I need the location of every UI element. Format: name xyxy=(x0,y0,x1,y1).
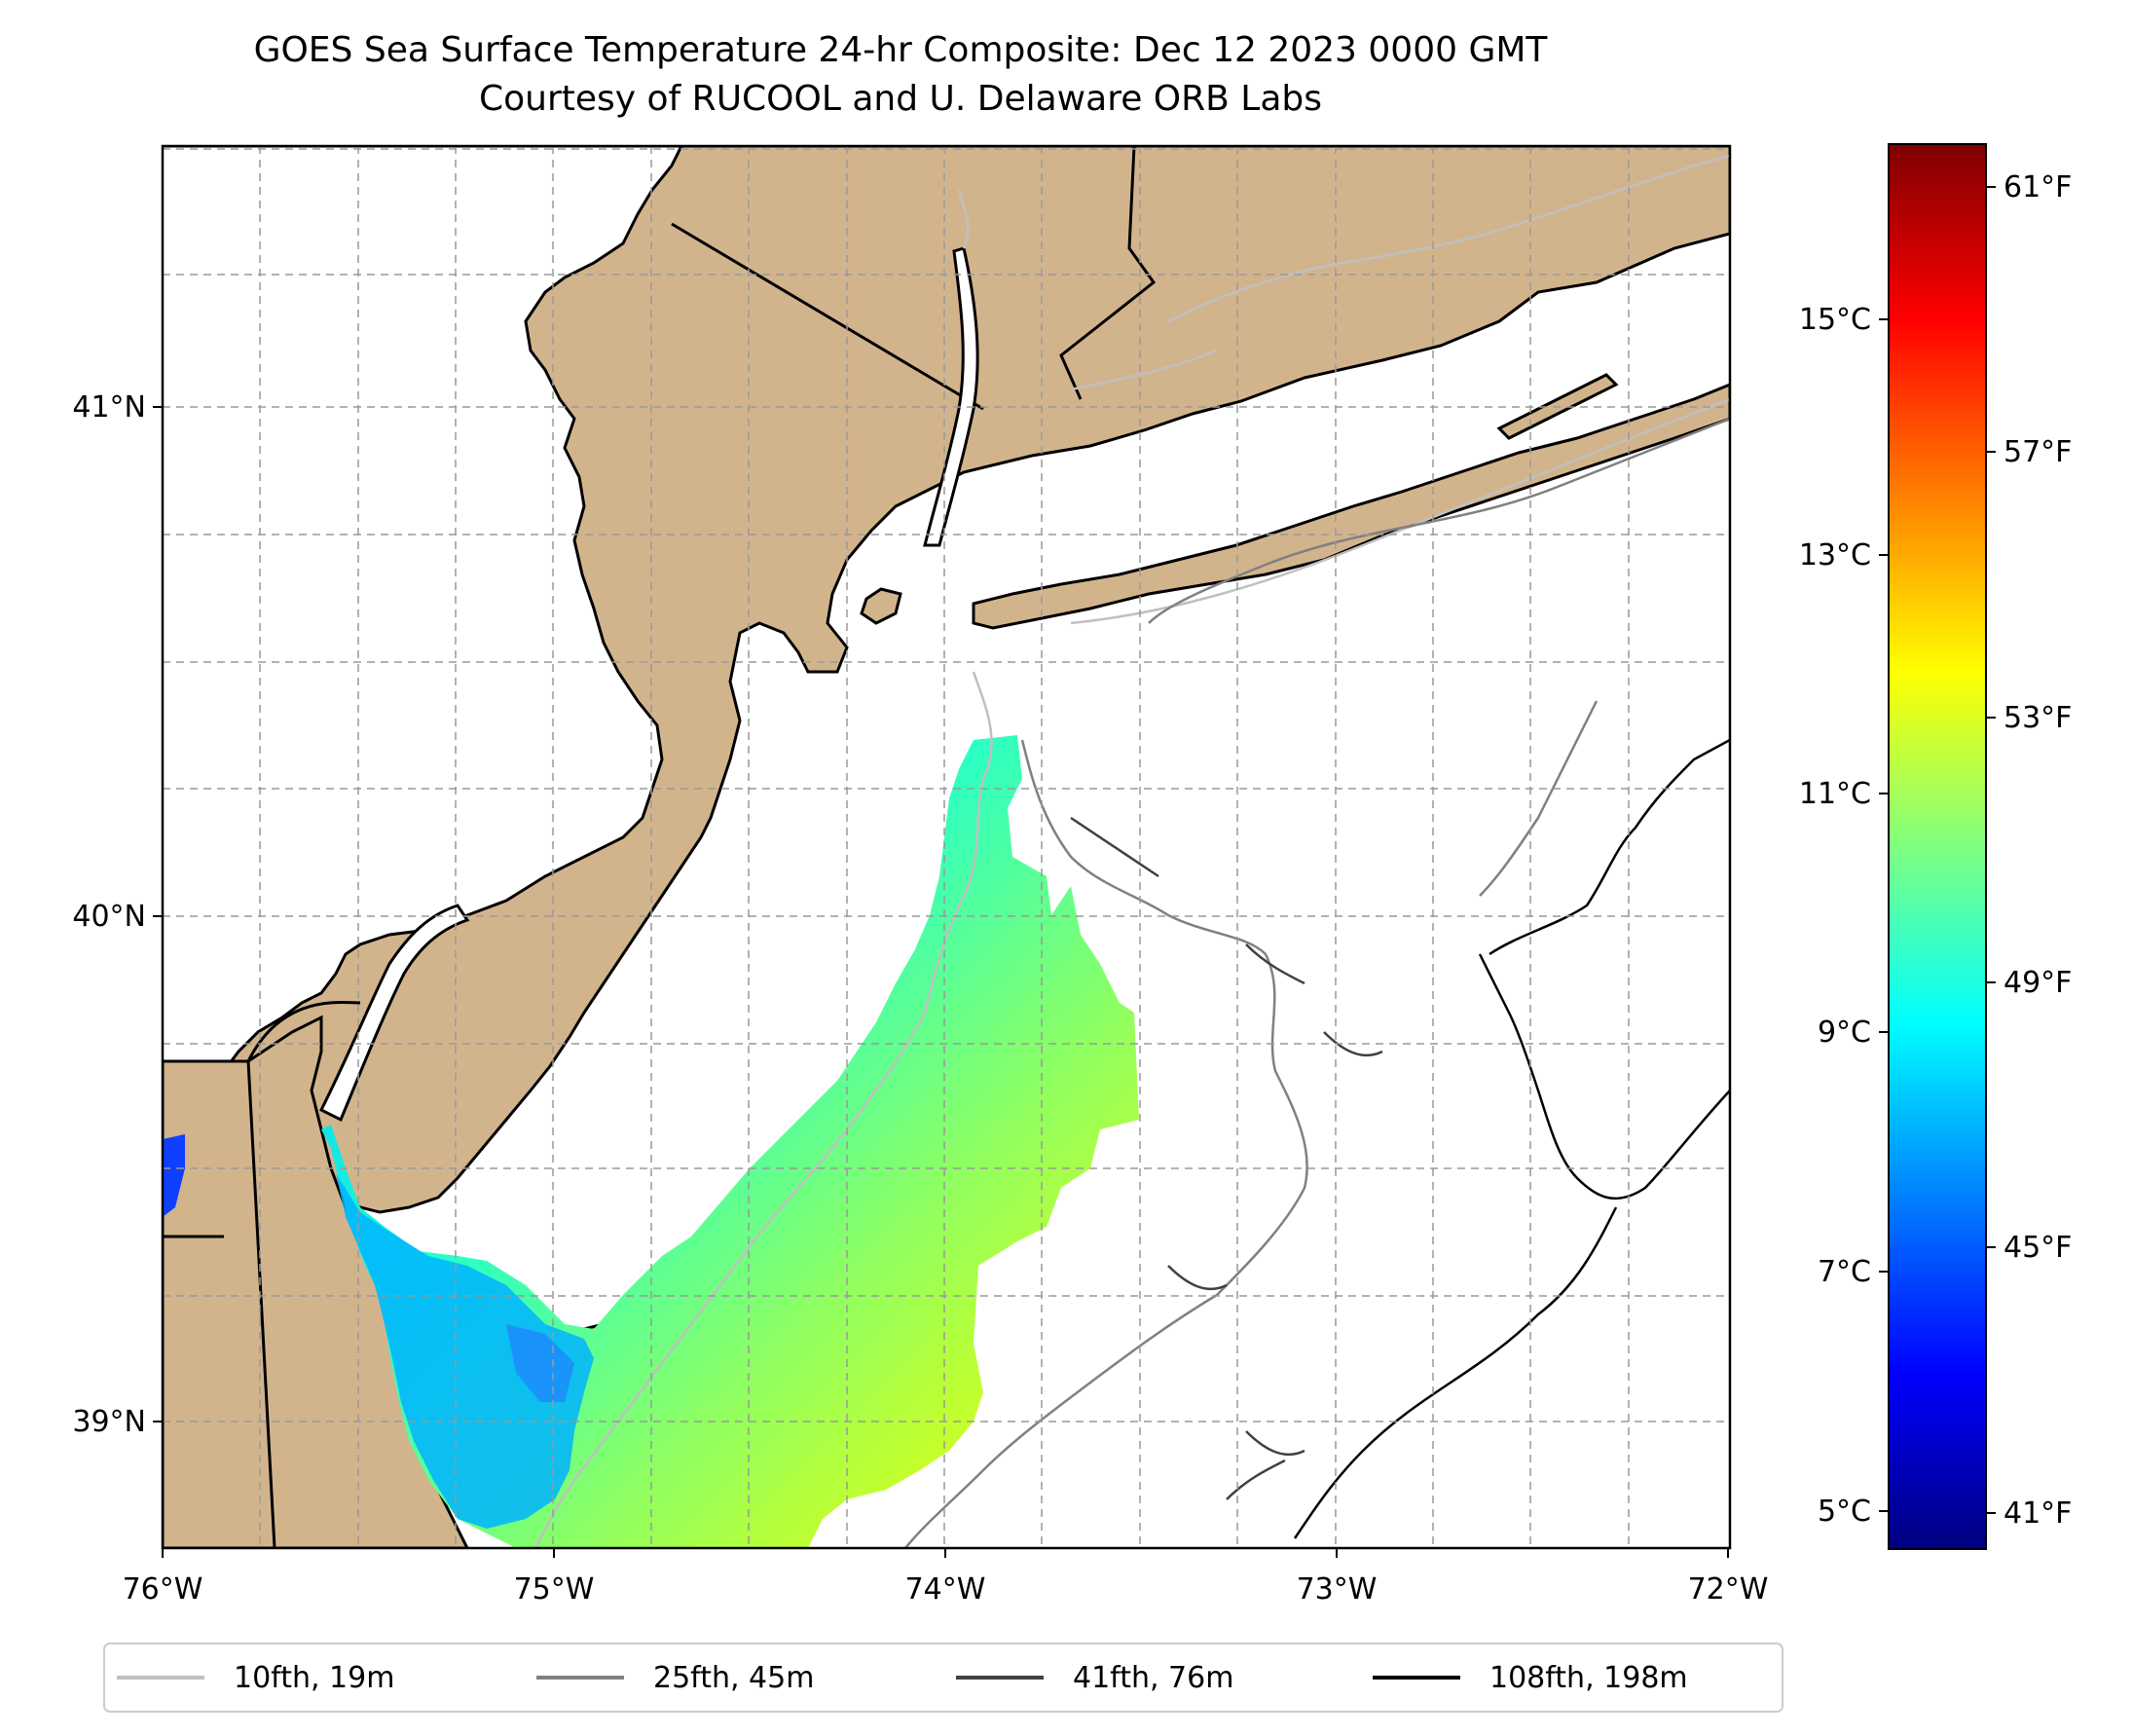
lon-label: 76°W xyxy=(123,1572,203,1607)
colorbar-fahrenheit-label: 49°F xyxy=(2003,966,2072,1000)
colorbar-celsius-label: 5°C xyxy=(1818,1495,1871,1529)
isobath-41fth xyxy=(1070,816,1383,1500)
lat-label: 39°N xyxy=(72,1405,146,1439)
legend-label: 10fth, 19m xyxy=(234,1661,394,1695)
map-title: GOES Sea Surface Temperature 24-hr Compo… xyxy=(253,30,1548,70)
colorbar-gradient xyxy=(1888,143,1987,1550)
hudson-river xyxy=(923,246,979,547)
map-panel: 76°W 75°W 74°W 73°W 72°W 41°N 40°N 39°N xyxy=(72,144,1769,1607)
sst-delaware-bay xyxy=(336,1173,594,1529)
colorbar-fahrenheit-label: 45°F xyxy=(2003,1231,2072,1265)
legend-box xyxy=(103,1643,1783,1713)
lat-label: 40°N xyxy=(72,900,146,934)
colorbar-celsius-label: 13°C xyxy=(1799,538,1871,573)
colorbar-celsius-label: 11°C xyxy=(1799,777,1871,811)
colorbar-fahrenheit-label: 53°F xyxy=(2003,701,2072,735)
lon-label: 73°W xyxy=(1297,1572,1378,1607)
state-borders xyxy=(163,146,1157,1548)
lon-label: 72°W xyxy=(1688,1572,1769,1607)
lon-label: 75°W xyxy=(514,1572,595,1607)
sst-data xyxy=(163,735,1139,1548)
colorbar-fahrenheit-label: 61°F xyxy=(2003,170,2072,204)
legend-label: 41fth, 76m xyxy=(1073,1661,1233,1695)
isobath-108fth xyxy=(1293,738,1730,1539)
colorbar-fahrenheit-label: 57°F xyxy=(2003,435,2072,469)
colorbar-celsius-label: 15°C xyxy=(1799,303,1871,337)
colorbar: 15°C 13°C 11°C 9°C 7°C 5°C 61°F 57°F 53°… xyxy=(1799,143,2072,1550)
colorbar-fahrenheit-label: 41°F xyxy=(2003,1496,2072,1531)
lon-axis xyxy=(162,1548,1729,1558)
map-subtitle: Courtesy of RUCOOL and U. Delaware ORB L… xyxy=(478,79,1323,119)
legend-label: 108fth, 198m xyxy=(1489,1661,1688,1695)
legend-label: 25fth, 45m xyxy=(653,1661,814,1695)
land-long-island xyxy=(972,383,1730,630)
sst-cold-pocket xyxy=(506,1324,574,1402)
land-staten-island xyxy=(860,587,902,625)
lon-label: 74°W xyxy=(905,1572,986,1607)
lat-label: 41°N xyxy=(72,390,146,425)
isobath-lines xyxy=(533,154,1730,1548)
lat-axis xyxy=(153,406,163,1422)
colorbar-celsius-label: 9°C xyxy=(1818,1016,1871,1050)
gridlines xyxy=(163,146,1730,1548)
sst-chesapeake-edge xyxy=(163,1134,185,1217)
colorbar-celsius-label: 7°C xyxy=(1818,1255,1871,1289)
isobath-legend: 10fth, 19m 25fth, 45m 41fth, 76m 108fth,… xyxy=(103,1643,1783,1713)
